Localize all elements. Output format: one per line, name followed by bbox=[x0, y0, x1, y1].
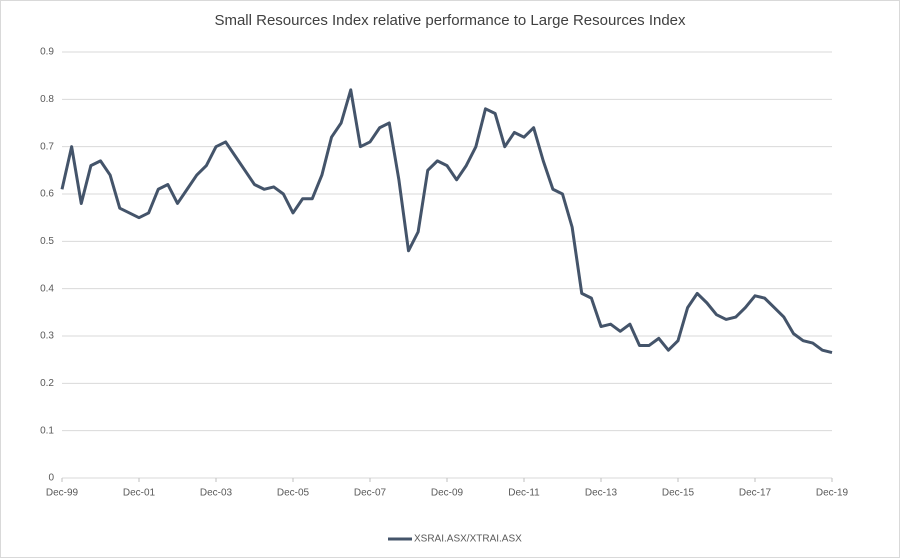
y-tick-label: 0.8 bbox=[40, 94, 54, 105]
y-tick-label: 0.2 bbox=[40, 378, 54, 389]
x-tick-label: Dec-19 bbox=[816, 488, 849, 499]
y-tick-label: 0.6 bbox=[40, 189, 54, 200]
x-tick-label: Dec-09 bbox=[431, 488, 464, 499]
y-tick-label: 0.9 bbox=[40, 47, 54, 58]
y-tick-label: 0.4 bbox=[40, 283, 54, 294]
y-tick-label: 0 bbox=[48, 473, 54, 484]
data-line bbox=[60, 88, 833, 355]
y-tick-label: 0.1 bbox=[40, 425, 54, 436]
x-tick-label: Dec-15 bbox=[662, 488, 695, 499]
x-tick-label: Dec-11 bbox=[508, 488, 540, 499]
x-tick-label: Dec-01 bbox=[123, 488, 156, 499]
x-tick-label: Dec-13 bbox=[585, 488, 618, 499]
x-tick-label: Dec-17 bbox=[739, 488, 772, 499]
x-tick-label: Dec-99 bbox=[46, 488, 79, 499]
x-tick-label: Dec-05 bbox=[277, 488, 310, 499]
y-tick-label: 0.3 bbox=[40, 331, 54, 342]
chart-title: Small Resources Index relative performan… bbox=[214, 12, 686, 29]
y-tick-label: 0.7 bbox=[40, 141, 54, 152]
x-tick-label: Dec-03 bbox=[200, 488, 233, 499]
legend-label: XSRAI.ASX/XTRAI.ASX bbox=[414, 534, 522, 545]
x-tick-label: Dec-07 bbox=[354, 488, 387, 499]
y-tick-label: 0.5 bbox=[40, 236, 54, 247]
